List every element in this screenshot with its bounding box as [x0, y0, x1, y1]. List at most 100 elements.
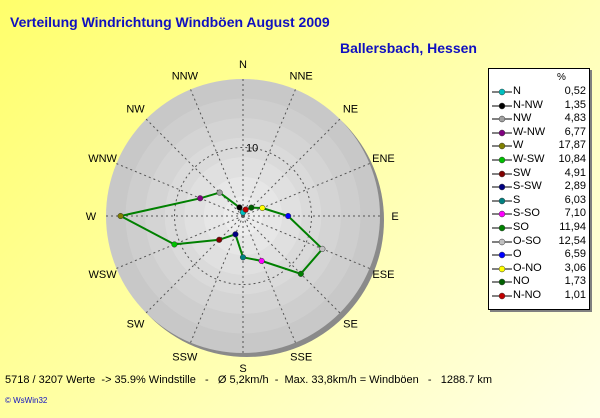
- legend-swatch: [492, 183, 512, 191]
- legend-row: NO 1,73: [489, 275, 589, 288]
- copyright: © WsWin32: [5, 396, 48, 405]
- legend-row: W-SW 10,84: [489, 153, 589, 166]
- legend-label: O-SO: [513, 234, 542, 247]
- legend-label: W-NW: [513, 125, 546, 138]
- direction-label: WNW: [88, 153, 117, 165]
- data-point: [242, 206, 249, 213]
- data-point: [319, 245, 326, 252]
- legend-row: SW 4,91: [489, 167, 589, 180]
- legend-value: 11,94: [559, 221, 586, 233]
- legend-unit: %: [557, 72, 566, 83]
- legend-value: 2,89: [564, 180, 586, 193]
- data-point: [171, 241, 178, 248]
- direction-label: N: [239, 59, 247, 71]
- direction-label: S: [239, 363, 246, 375]
- direction-label: NW: [126, 104, 145, 116]
- legend-row: S 6,03: [489, 194, 589, 207]
- legend-label: S-SO: [513, 207, 540, 220]
- direction-label: ESE: [372, 269, 394, 281]
- legend-label: SO: [513, 221, 529, 233]
- legend-swatch: [492, 143, 512, 150]
- data-point: [239, 254, 247, 261]
- legend-row: W-NW 6,77: [489, 126, 589, 139]
- legend-value: 10,84: [558, 153, 586, 165]
- legend-row: N-NO 1,01: [489, 289, 589, 302]
- legend-value: 3,06: [564, 261, 586, 274]
- legend-swatch: [492, 251, 512, 259]
- legend-label: S: [513, 193, 521, 206]
- data-point: [216, 236, 223, 243]
- legend-label: O: [513, 248, 522, 261]
- legend-swatch: [492, 88, 512, 96]
- legend-row: NW 4,83: [489, 112, 589, 125]
- direction-label: WSW: [89, 269, 118, 281]
- legend-row: O 6,59: [489, 248, 589, 261]
- legend-value: 0,52: [564, 85, 586, 97]
- data-point: [285, 212, 292, 220]
- direction-label: NNE: [290, 71, 313, 83]
- legend-row: O-SO 12,54: [489, 235, 589, 248]
- direction-label: W: [86, 211, 97, 223]
- legend-value: 6,59: [564, 248, 586, 261]
- legend-swatch: [492, 279, 512, 286]
- direction-label: E: [391, 211, 398, 223]
- legend-swatch: [492, 238, 512, 245]
- legend-value: 7,10: [564, 207, 586, 220]
- legend-label: N-NO: [513, 289, 542, 301]
- direction-label: SW: [127, 318, 145, 330]
- legend-swatch: [492, 224, 512, 232]
- data-point: [248, 204, 255, 211]
- legend-value: 1,01: [564, 289, 586, 301]
- direction-label: SE: [343, 318, 358, 330]
- radial-tick-label: 10: [246, 143, 258, 155]
- direction-label: NNW: [172, 71, 199, 83]
- direction-label: SSW: [172, 351, 198, 363]
- legend-label: N-NW: [513, 98, 543, 111]
- legend-row: N 0,52: [489, 85, 589, 98]
- legend-value: 4,91: [564, 166, 586, 179]
- legend-label: NW: [513, 112, 532, 125]
- legend-row: SO 11,94: [489, 221, 589, 234]
- legend-swatch: [492, 156, 512, 164]
- data-point: [216, 189, 223, 196]
- legend-row: S-SW 2,89: [489, 180, 589, 193]
- data-point: [259, 204, 266, 212]
- ring-gridline: [174, 147, 312, 285]
- data-point: [297, 270, 304, 277]
- direction-label: SSE: [290, 351, 312, 363]
- legend-value: 6,77: [564, 125, 586, 138]
- legend-swatch: [492, 170, 512, 177]
- chart-title: Verteilung Windrichtung Windböen August …: [10, 14, 330, 30]
- legend-label: O-NO: [513, 261, 542, 274]
- legend-label: W: [513, 139, 524, 152]
- legend-swatch: [492, 129, 512, 137]
- legend-row: S-SO 7,10: [489, 207, 589, 220]
- direction-label: ENE: [372, 153, 395, 165]
- data-point: [258, 257, 265, 264]
- data-point: [117, 212, 124, 220]
- legend: % N 0,52 N-NW 1,35 NW 4,83 W-NW 6,77 W 17,87 W-SW 1…: [488, 68, 590, 310]
- legend-swatch: [492, 115, 512, 123]
- legend-swatch: [492, 197, 512, 205]
- footer-stats: 5718 / 3207 Werte -> 35.9% Windstille - …: [5, 374, 493, 386]
- legend-row: W 17,87: [489, 139, 589, 152]
- legend-label: S-SW: [513, 180, 542, 193]
- legend-value: 1,73: [564, 275, 586, 288]
- data-point: [232, 231, 239, 238]
- legend-swatch: [492, 211, 512, 218]
- data-point: [197, 195, 204, 202]
- chart-subtitle: Ballersbach, Hessen: [340, 40, 477, 56]
- legend-swatch: [492, 102, 512, 109]
- data-point: [236, 204, 243, 211]
- legend-label: W-SW: [513, 153, 545, 165]
- legend-value: 6,03: [564, 193, 586, 206]
- legend-label: NO: [513, 275, 530, 288]
- legend-label: SW: [513, 166, 531, 179]
- legend-value: 17,87: [558, 139, 586, 152]
- legend-swatch: [492, 292, 512, 300]
- direction-label: NE: [343, 104, 358, 116]
- legend-row: N-NW 1,35: [489, 99, 589, 112]
- legend-label: N: [513, 85, 521, 97]
- legend-value: 4,83: [564, 112, 586, 125]
